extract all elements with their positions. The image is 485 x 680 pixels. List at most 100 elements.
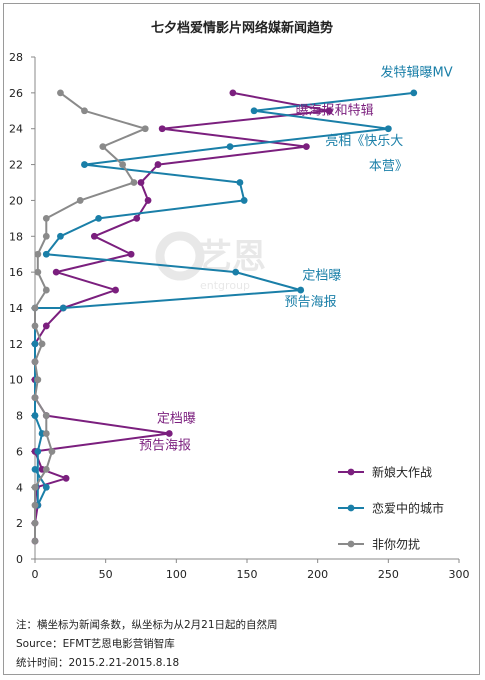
y-tick-label: 6: [16, 445, 23, 458]
chart-source: Source：EFMT艺恩电影营销智库: [16, 638, 175, 650]
y-tick-label: 10: [9, 374, 23, 387]
chart-title: 七夕档爱情影片网络媒新闻趋势: [151, 20, 333, 36]
data-point: [81, 161, 88, 168]
data-point: [31, 412, 39, 419]
data-point: [229, 89, 237, 97]
data-point: [302, 143, 310, 151]
data-point: [154, 161, 162, 168]
y-tick-label: 4: [16, 481, 23, 494]
data-point: [127, 250, 135, 258]
data-point: [95, 214, 102, 222]
data-point: [42, 483, 50, 491]
data-point: [48, 448, 56, 455]
y-tick-label: 20: [9, 194, 23, 207]
data-point: [31, 394, 39, 402]
data-point: [31, 304, 39, 312]
data-point: [34, 250, 42, 258]
data-point: [62, 474, 70, 482]
chart-note: 注：横坐标为新闻条数，纵坐标为从2月21日起的自然周: [16, 619, 278, 631]
data-point: [250, 107, 258, 115]
x-tick-label: 150: [237, 568, 258, 581]
y-tick-label: 22: [9, 159, 23, 172]
data-point: [42, 250, 50, 258]
y-tick-label: 2: [16, 517, 23, 530]
watermark: 艺恩 entgroup: [155, 231, 266, 292]
data-point: [31, 465, 39, 473]
series-layer: [31, 89, 418, 545]
data-point: [34, 448, 42, 455]
data-point: [31, 340, 39, 348]
y-tick-label: 26: [9, 87, 23, 100]
chart-period: 统计时间：2015.2.21-2015.8.18: [16, 657, 180, 669]
data-point: [76, 197, 84, 204]
x-tick-label: 0: [32, 568, 39, 581]
data-point: [112, 286, 119, 294]
data-point: [384, 125, 392, 133]
data-point: [31, 358, 39, 366]
legend-label: 非你勿扰: [372, 538, 420, 552]
data-point: [119, 161, 127, 168]
annotation-label: 定档曝: [157, 412, 196, 427]
data-point: [240, 197, 248, 204]
legend-label: 新娘大作战: [372, 465, 432, 480]
data-point: [297, 286, 305, 294]
y-tick-label: 24: [9, 123, 23, 136]
data-point: [31, 519, 39, 527]
data-point: [52, 268, 60, 276]
data-point: [57, 89, 64, 97]
legend-swatch-marker: [347, 540, 355, 548]
annotation-label: 预告海报: [285, 295, 337, 310]
annotation-label: 定档曝: [302, 268, 341, 283]
y-tick-label: 16: [9, 266, 23, 279]
data-point: [410, 89, 418, 97]
annotation-label: 亮相《快乐大: [325, 133, 403, 149]
x-tick-label: 50: [99, 568, 113, 581]
y-tick-label: 28: [9, 51, 23, 64]
x-tick-label: 250: [378, 568, 399, 581]
data-point: [81, 107, 88, 115]
data-point: [137, 179, 145, 186]
data-point: [99, 143, 107, 151]
watermark-logo-icon: [155, 231, 205, 281]
data-point: [158, 125, 166, 133]
data-point: [42, 430, 50, 437]
legend-swatch-marker: [347, 504, 355, 512]
data-point: [325, 107, 333, 115]
data-point: [42, 214, 50, 222]
watermark-subtext: entgroup: [200, 279, 250, 292]
chart-frame: [3, 3, 480, 675]
annotation-label: 曝海报和特辑: [296, 103, 374, 118]
x-tick-label: 300: [449, 568, 470, 581]
data-point: [31, 322, 39, 330]
data-point: [38, 340, 46, 348]
series-line: [34, 91, 330, 542]
data-point: [31, 537, 39, 545]
annotation-label: 发特辑曝MV: [381, 65, 453, 81]
legend-swatch-marker: [347, 468, 355, 476]
y-tick-label: 0: [16, 553, 23, 566]
data-point: [42, 232, 50, 240]
data-point: [141, 125, 149, 133]
data-point: [42, 322, 50, 330]
data-point: [34, 376, 42, 384]
y-tick-label: 8: [16, 410, 23, 423]
annotation-label: 本营》: [369, 159, 408, 174]
data-point: [42, 412, 50, 419]
x-tick-label: 100: [166, 568, 187, 581]
data-point: [130, 179, 138, 186]
y-tick-label: 14: [9, 302, 23, 315]
data-point: [31, 501, 39, 509]
data-point: [165, 430, 173, 437]
data-point: [42, 286, 50, 294]
data-point: [144, 197, 152, 204]
data-point: [226, 143, 234, 151]
data-point: [31, 483, 39, 491]
data-point: [90, 232, 98, 240]
data-point: [59, 304, 67, 312]
data-point: [232, 268, 240, 276]
data-point: [42, 465, 50, 473]
annotation-label: 预告海报: [139, 439, 191, 454]
y-tick-label: 18: [9, 230, 23, 243]
